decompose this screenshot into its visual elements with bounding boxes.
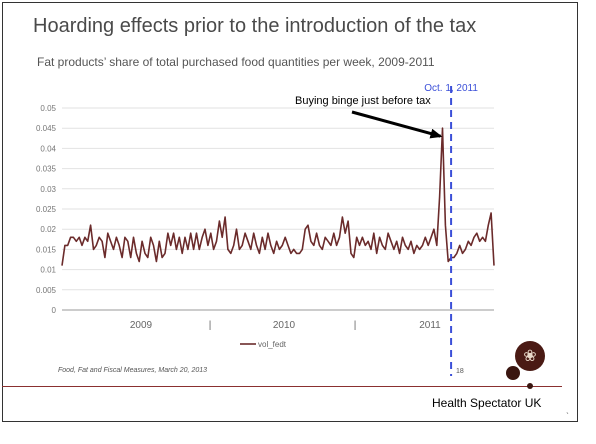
footer-citation: Food, Fat and Fiscal Measures, March 20,… <box>58 367 208 374</box>
grid-lines <box>62 107 494 311</box>
annotation-text: Buying binge just before tax <box>295 95 431 107</box>
series-layer <box>61 127 495 266</box>
y-tick-label: 0.04 <box>40 144 56 153</box>
date-marker: Oct. 1, 2011 <box>424 83 478 376</box>
corner-glyph: ˎ <box>566 404 570 415</box>
y-tick-label: 0.005 <box>36 286 57 295</box>
decorative-dot-large <box>506 366 520 380</box>
slide-title: Hoarding effects prior to the introducti… <box>33 15 477 37</box>
deer-crest-icon: ❀ <box>515 341 545 371</box>
divider <box>2 386 562 387</box>
x-tick-label: 2011 <box>419 320 441 331</box>
y-tick-label: 0 <box>52 306 57 315</box>
x-tick-label: 2009 <box>130 320 153 331</box>
page-number: 18 <box>456 368 464 375</box>
x-axis: 2009 | 2010 | 2011 <box>130 320 441 331</box>
legend: vol_fedt <box>240 340 287 349</box>
chart-subtitle: Fat products’ share of total purchased f… <box>37 55 435 69</box>
annotation-arrow <box>351 110 443 139</box>
decorative-dot-small <box>527 383 533 389</box>
date-marker-label: Oct. 1, 2011 <box>424 83 478 94</box>
brand-name: Health Spectator UK <box>432 396 542 410</box>
y-tick-label: 0.02 <box>40 225 56 234</box>
x-tick-label: 2010 <box>273 320 296 331</box>
y-tick-label: 0.025 <box>36 205 57 214</box>
y-axis: 0 0.005 0.01 0.015 0.02 0.025 0.03 0.035 0.04 0.0… <box>36 104 57 315</box>
x-tick-label: | <box>209 320 212 331</box>
legend-label: vol_fedt <box>258 340 287 349</box>
x-tick-label: | <box>354 320 357 331</box>
y-tick-label: 0.03 <box>40 185 56 194</box>
y-tick-label: 0.035 <box>36 165 57 174</box>
annotation-layer: Buying binge just before tax <box>295 95 443 139</box>
y-tick-label: 0.01 <box>40 266 56 275</box>
series-line-vol-fedt <box>61 127 495 266</box>
y-tick-label: 0.05 <box>40 104 56 113</box>
y-tick-label: 0.045 <box>36 124 57 133</box>
y-tick-label: 0.015 <box>36 245 57 254</box>
